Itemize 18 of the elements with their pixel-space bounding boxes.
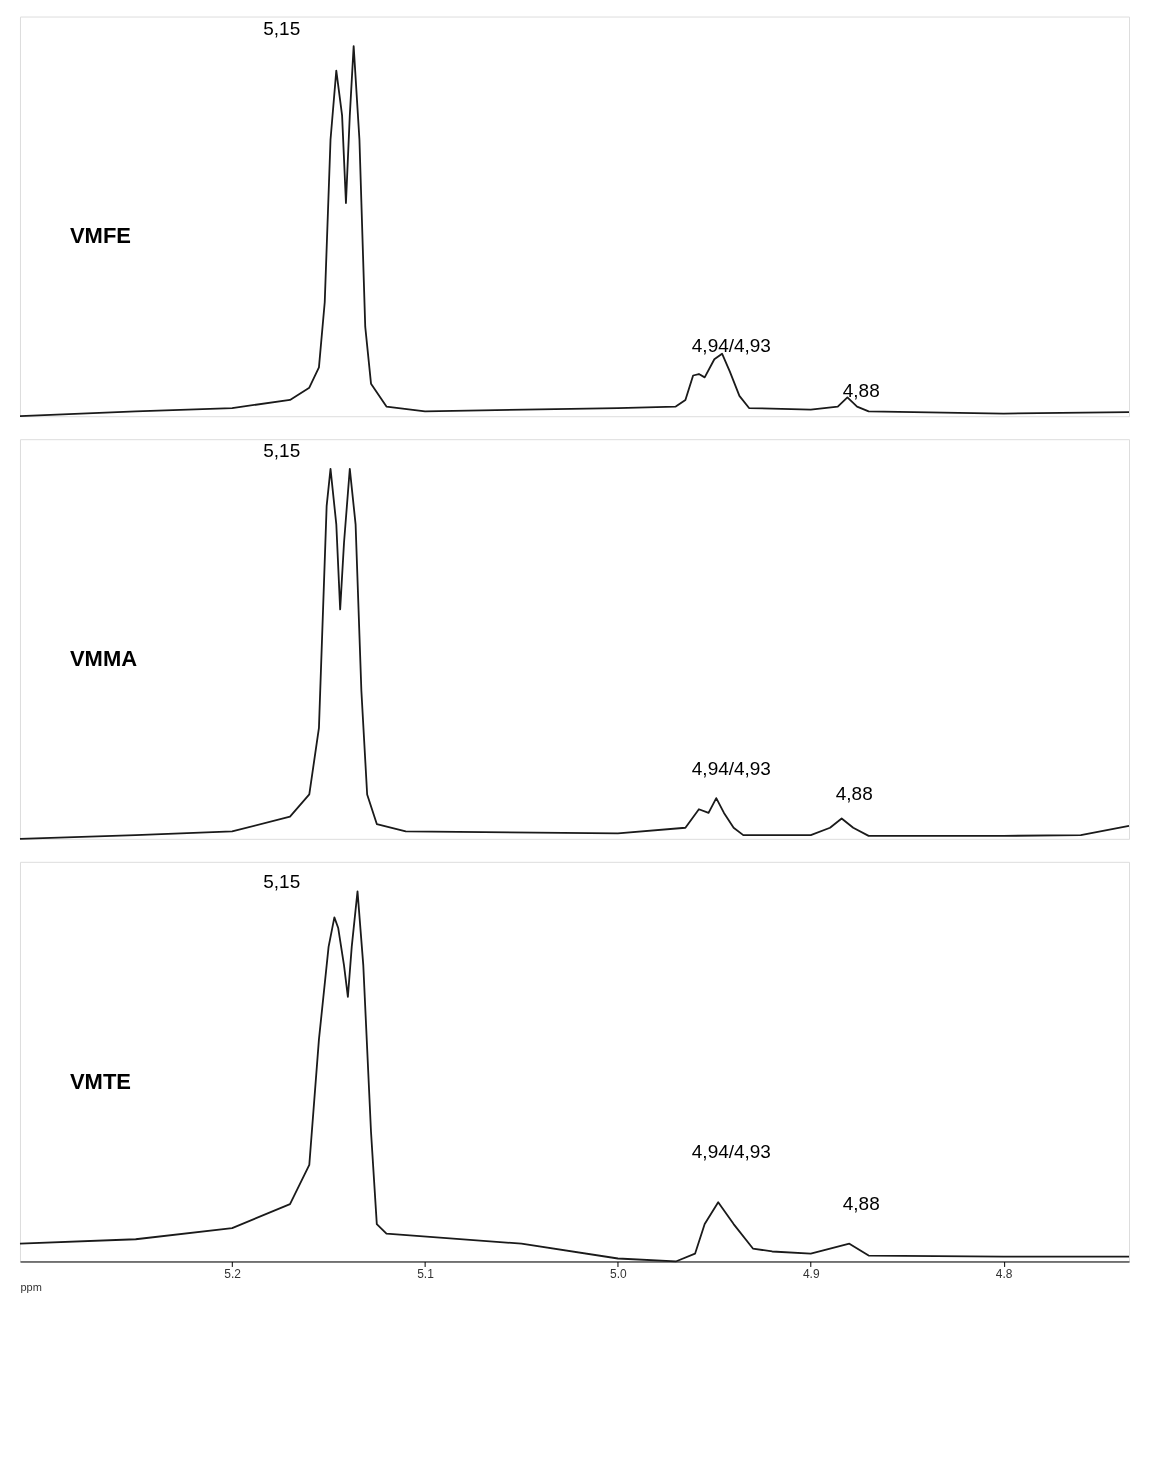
text: VMMA — [69, 645, 138, 671]
x-tick-label: 4.8 — [995, 1266, 1013, 1281]
text: VMTE — [69, 1068, 131, 1094]
annotation: 5,15 — [263, 870, 301, 892]
annotation: 4,88 — [842, 380, 880, 402]
x-tick-label: 5.0 — [610, 1266, 628, 1281]
annotation: 4,88 — [842, 1192, 880, 1214]
annotation: 4,94/4,93 — [691, 757, 771, 779]
text: VMFE — [69, 223, 131, 249]
x-tick-label: 5.2 — [224, 1266, 242, 1281]
annotation: 4,94/4,93 — [691, 335, 771, 357]
annotation: 4,94/4,93 — [691, 1140, 771, 1162]
text: 5,15 — [263, 17, 301, 39]
x-tick-label: 5.1 — [417, 1266, 435, 1281]
text: 5,15 — [263, 440, 301, 462]
x-axis-title: ppm — [20, 1280, 42, 1293]
x-tick-label: 4.9 — [802, 1266, 820, 1281]
annotation: 4,88 — [835, 782, 873, 804]
